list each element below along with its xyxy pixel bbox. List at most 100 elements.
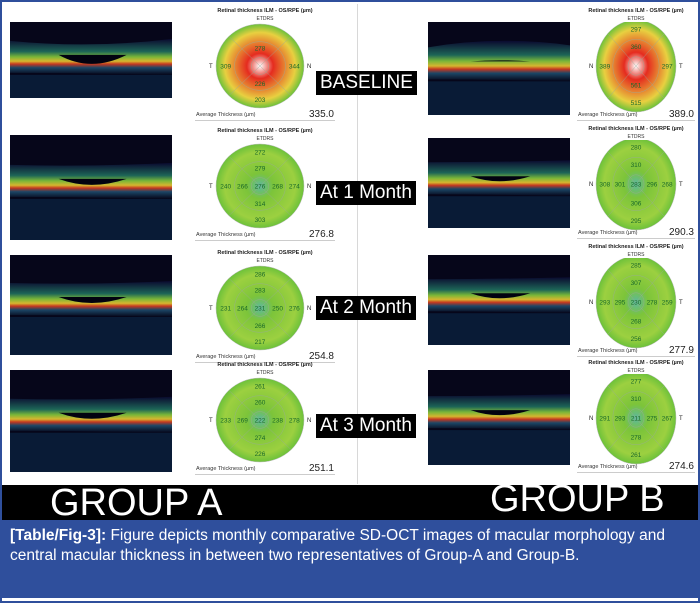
sector-thickness-value: 280 <box>631 145 642 152</box>
group-divider <box>357 4 358 484</box>
sector-thickness-value: 283 <box>255 288 266 295</box>
average-thickness-value: 276.8 <box>308 229 334 240</box>
average-thickness-value: 389.0 <box>668 109 694 120</box>
average-thickness-value: 277.9 <box>668 345 694 356</box>
sector-thickness-value: 296 <box>647 181 658 188</box>
sector-thickness-value: 277 <box>631 379 642 386</box>
oct-scan-group-b-0 <box>428 22 570 120</box>
sector-thickness-value: 307 <box>631 280 642 287</box>
average-underline <box>577 238 695 239</box>
timepoint-label: At 3 Month <box>316 414 416 438</box>
sector-thickness-value: 267 <box>662 415 673 422</box>
sector-thickness-value: 274 <box>289 183 300 190</box>
sector-thickness-value: 238 <box>272 417 283 424</box>
average-thickness-value: 335.0 <box>308 109 334 120</box>
average-underline <box>577 356 695 357</box>
sector-thickness-value: 268 <box>272 183 283 190</box>
oct-scan-group-a-3 <box>10 370 172 477</box>
sector-thickness-value: 389 <box>599 63 610 70</box>
map-side-label-left: N <box>589 64 593 70</box>
sector-thickness-value: 286 <box>255 272 266 279</box>
sector-thickness-value: 278 <box>289 417 300 424</box>
sector-thickness-value: 303 <box>255 217 266 224</box>
sector-thickness-value: 274 <box>255 435 266 442</box>
sector-thickness-value: 306 <box>631 201 642 208</box>
sector-thickness-value: 231 <box>255 305 266 312</box>
map-title: Retinal thickness ILM - OS/RPE (µm) <box>588 8 684 14</box>
map-title: Retinal thickness ILM - OS/RPE (µm) <box>217 8 313 14</box>
average-thickness-label: Average Thickness (µm) <box>196 112 256 118</box>
etdrs-map: 285 307 293 295 230 278 259 268 256 N T <box>589 258 683 349</box>
thickness-map-a-1: Retinal thickness ILM - OS/RPE (µm) ETDR… <box>190 126 340 242</box>
oct-scan-group-b-1 <box>428 138 570 233</box>
thickness-map-b-3: Retinal thickness ILM - OS/RPE (µm) ETDR… <box>572 358 700 474</box>
sector-thickness-value: 250 <box>272 305 283 312</box>
oct-scan-group-a-0 <box>10 22 172 103</box>
map-grid-label: ETDRS <box>627 368 645 374</box>
map-side-label-left: T <box>209 418 213 424</box>
thickness-map-a-3: Retinal thickness ILM - OS/RPE (µm) ETDR… <box>190 360 340 476</box>
sector-thickness-value: 561 <box>631 83 642 90</box>
sector-thickness-value: 276 <box>255 183 266 190</box>
sector-thickness-value: 278 <box>647 299 658 306</box>
sector-thickness-value: 240 <box>220 183 231 190</box>
average-underline <box>577 120 695 121</box>
sector-thickness-value: 261 <box>255 384 266 391</box>
sector-thickness-value: 310 <box>631 162 642 169</box>
average-underline <box>195 120 335 121</box>
map-side-label-right: T <box>679 182 683 188</box>
etdrs-map: 261 260 233 269 222 238 278 274 226 T N <box>209 377 311 463</box>
timepoint-label: BASELINE <box>316 71 417 95</box>
map-side-label-left: T <box>209 64 213 70</box>
sector-thickness-value: 276 <box>289 305 300 312</box>
average-thickness-value: 254.8 <box>308 351 334 362</box>
sector-thickness-value: 211 <box>631 415 642 422</box>
map-side-label-left: T <box>209 184 213 190</box>
sector-thickness-value: 217 <box>255 339 266 346</box>
sector-thickness-value: 226 <box>255 451 266 458</box>
oct-scan-image <box>10 22 172 98</box>
oct-scan-image <box>10 370 172 472</box>
average-underline <box>195 240 335 241</box>
oct-scan-group-b-2 <box>428 255 570 350</box>
map-side-label-left: T <box>209 306 213 312</box>
map-grid-label: ETDRS <box>627 16 645 22</box>
sector-thickness-value: 301 <box>615 181 626 188</box>
map-grid-label: ETDRS <box>627 252 645 258</box>
sector-thickness-value: 283 <box>631 181 642 188</box>
map-side-label-left: N <box>589 182 593 188</box>
timepoint-label: At 1 Month <box>316 181 416 205</box>
oct-scan-group-a-2 <box>10 255 172 360</box>
average-thickness-label: Average Thickness (µm) <box>196 354 256 360</box>
sector-thickness-value: 222 <box>255 417 266 424</box>
figure-caption: [Table/Fig-3]: Figure depicts monthly co… <box>2 520 698 598</box>
thickness-map-b-2: Retinal thickness ILM - OS/RPE (µm) ETDR… <box>572 242 700 358</box>
oct-scan-image <box>10 255 172 355</box>
sector-thickness-value: 259 <box>662 299 673 306</box>
sector-thickness-value: 266 <box>237 183 248 190</box>
map-grid-label: ETDRS <box>256 258 274 264</box>
average-thickness-label: Average Thickness (µm) <box>578 230 638 236</box>
sector-thickness-value: 260 <box>255 400 266 407</box>
map-grid-label: ETDRS <box>256 16 274 22</box>
map-side-label-right: N <box>307 184 311 190</box>
map-title: Retinal thickness ILM - OS/RPE (µm) <box>588 244 684 250</box>
sector-thickness-value: 226 <box>255 81 266 88</box>
etdrs-map: 280 310 308 301 283 296 268 306 295 N T <box>589 140 683 231</box>
sector-thickness-value: 291 <box>599 415 610 422</box>
map-grid-label: ETDRS <box>256 370 274 376</box>
map-side-label-right: T <box>679 416 683 422</box>
sector-thickness-value: 309 <box>220 63 231 70</box>
timepoint-label: At 2 Month <box>316 296 416 320</box>
sector-thickness-value: 310 <box>631 396 642 403</box>
average-thickness-label: Average Thickness (µm) <box>196 466 256 472</box>
thickness-map-a-0: Retinal thickness ILM - OS/RPE (µm) ETDR… <box>190 6 340 122</box>
average-underline <box>195 362 335 363</box>
group-a-label: GROUP A <box>50 482 223 524</box>
sector-thickness-value: 233 <box>220 417 231 424</box>
oct-scan-group-b-3 <box>428 370 570 470</box>
average-underline <box>195 474 335 475</box>
sector-thickness-value: 293 <box>599 299 610 306</box>
map-side-label-right: T <box>679 300 683 306</box>
thickness-map-b-0: Retinal thickness ILM - OS/RPE (µm) ETDR… <box>572 6 700 122</box>
